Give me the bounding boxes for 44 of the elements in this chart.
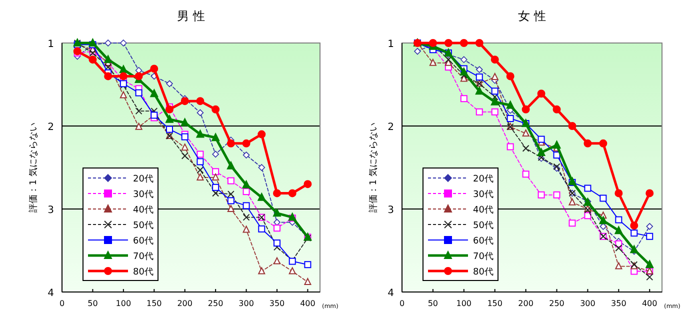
- legend-label: 30代: [473, 189, 494, 200]
- x-tick-label: 50: [428, 299, 438, 308]
- x-tick-label: 150: [146, 299, 162, 308]
- legend-label: 70代: [473, 251, 494, 262]
- legend-label: 80代: [473, 266, 494, 278]
- y-tick-label: 3: [388, 205, 394, 216]
- legend-label: 40代: [473, 204, 494, 216]
- x-tick-label: 300: [238, 299, 254, 308]
- legend-label: 30代: [133, 189, 154, 200]
- x-tick-label: 200: [177, 299, 192, 308]
- legend-label: 40代: [133, 204, 154, 216]
- x-tick-label: 0: [399, 299, 405, 308]
- chart-title: 男 性: [177, 9, 205, 23]
- x-tick-label: 0: [59, 299, 65, 308]
- x-tick-label: 100: [116, 299, 132, 308]
- y-tick-label: 1: [388, 39, 394, 50]
- x-tick-label: 350: [269, 299, 285, 308]
- y-axis-title: 評価：1 気にならない: [368, 122, 379, 212]
- legend-label: 50代: [473, 220, 494, 231]
- x-tick-label: 50: [88, 299, 98, 308]
- y-tick-label: 4: [388, 288, 394, 299]
- x-tick-label: 250: [208, 299, 224, 308]
- y-tick-label: 2: [388, 122, 394, 133]
- legend-label: 60代: [133, 236, 154, 246]
- chart-title: 女 性: [518, 9, 546, 23]
- legend-label: 60代: [473, 236, 494, 246]
- x-tick-label: 300: [580, 299, 596, 308]
- y-tick-label: 2: [48, 122, 54, 133]
- x-tick-label: 350: [611, 299, 626, 308]
- x-tick-label: 150: [487, 299, 502, 308]
- x-tick-label: 400: [300, 299, 316, 308]
- y-tick-label: 4: [48, 288, 54, 299]
- legend-label: 20代: [473, 174, 494, 184]
- legend-label: 70代: [133, 251, 154, 262]
- y-tick-label: 1: [48, 39, 54, 50]
- legend-label: 80代: [133, 266, 154, 278]
- legend-label: 20代: [133, 174, 154, 184]
- legend-label: 50代: [133, 220, 154, 231]
- x-tick-label: 200: [518, 299, 534, 308]
- x-tick-label: 250: [549, 299, 564, 308]
- x-tick-label: 400: [642, 299, 658, 308]
- y-axis-title: 評価：1 気にならない: [28, 122, 39, 212]
- x-tick-label: 100: [456, 299, 472, 308]
- y-tick-label: 3: [48, 205, 54, 216]
